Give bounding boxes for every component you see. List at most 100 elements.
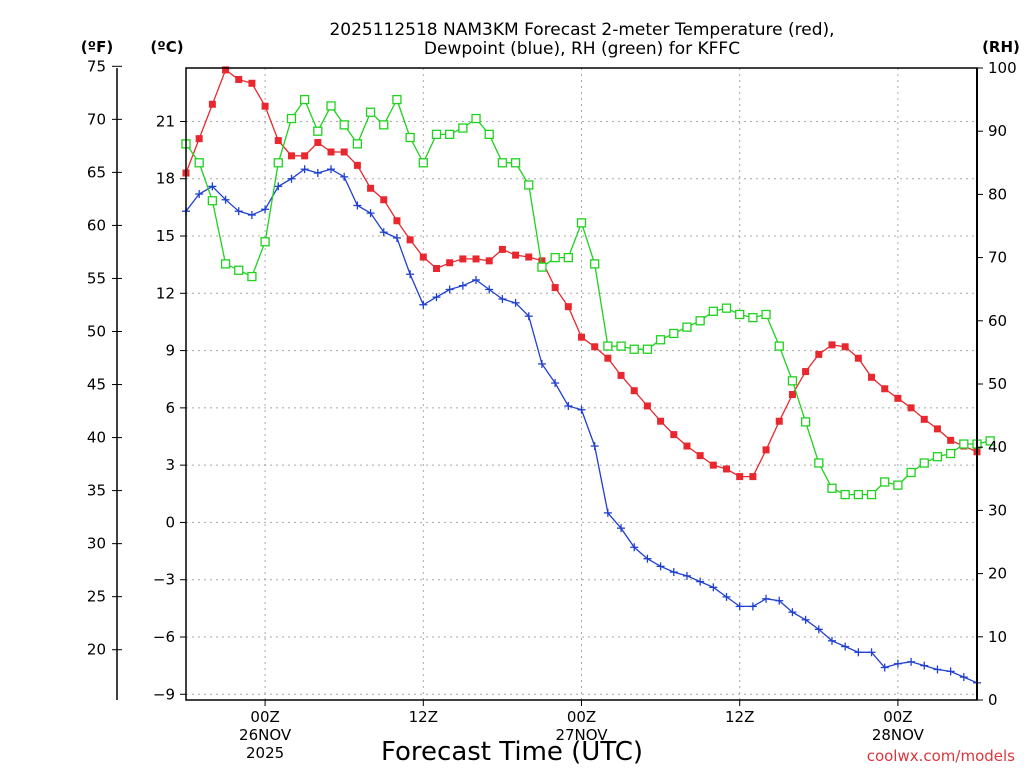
series-point	[616, 341, 626, 351]
series-point	[906, 467, 916, 478]
series-point	[299, 94, 310, 105]
x-tick-label: 12Z	[409, 708, 438, 726]
fahrenheit-unit-label: (ºF)	[81, 38, 113, 56]
series-point	[576, 218, 587, 228]
series-point	[722, 592, 731, 601]
series-point	[735, 602, 744, 611]
series-point	[365, 107, 376, 117]
series-point	[564, 303, 572, 311]
series-point	[300, 165, 309, 174]
series-point	[841, 642, 850, 651]
series-point	[498, 245, 506, 253]
series-point	[353, 161, 361, 169]
series-point	[853, 489, 863, 500]
celsius-tick-label: 18	[156, 170, 175, 188]
series-point	[854, 648, 863, 657]
series-point	[643, 402, 651, 410]
series-0	[182, 66, 981, 481]
series-point	[274, 137, 282, 145]
chart-title-line2: Dewpoint (blue), RH (green) for KFFC	[424, 39, 740, 59]
series-point	[683, 442, 691, 450]
series-point	[682, 571, 691, 580]
rh-tick-label: 100	[988, 59, 1017, 77]
celsius-tick-label: −9	[153, 685, 175, 703]
series-point	[392, 233, 401, 242]
series-point	[643, 554, 652, 563]
series-point	[669, 328, 679, 339]
series-point	[604, 354, 612, 362]
series-point	[800, 417, 811, 427]
series-point	[868, 373, 876, 381]
series-point	[406, 270, 415, 279]
series-point	[787, 376, 798, 386]
series-point	[630, 387, 638, 395]
series-point	[748, 602, 757, 611]
series-point	[208, 100, 216, 108]
series-point	[220, 259, 231, 269]
fahrenheit-tick-label: 40	[87, 429, 106, 447]
fahrenheit-tick-label: 30	[87, 535, 106, 553]
rh-tick-label: 20	[988, 565, 1007, 583]
series-point	[195, 135, 203, 143]
series-point	[563, 252, 573, 263]
series-point	[287, 152, 295, 160]
series-point	[340, 172, 349, 181]
series-point	[603, 341, 613, 351]
series-point	[551, 379, 560, 388]
series-point	[709, 583, 718, 592]
series-point	[537, 359, 546, 368]
series-point	[617, 371, 625, 379]
series-point	[207, 196, 218, 206]
series-point	[828, 341, 836, 349]
series-point	[446, 259, 454, 267]
series-point	[222, 66, 230, 74]
series-point	[920, 661, 929, 670]
series-point	[656, 562, 665, 571]
grid-lines	[186, 68, 977, 700]
series-point	[525, 253, 533, 261]
series-point	[287, 174, 296, 183]
series-point	[432, 293, 441, 302]
axis-layer: 211815129630−3−6−97570656055504540353025…	[87, 57, 1017, 762]
fahrenheit-tick-label: 25	[87, 588, 106, 606]
fahrenheit-tick-label: 20	[87, 641, 106, 659]
series-point	[814, 625, 823, 634]
x-tick-label: 00Z	[250, 708, 279, 726]
series-point	[286, 113, 297, 124]
series-point	[788, 608, 797, 617]
series-point	[248, 79, 256, 87]
fahrenheit-tick-label: 60	[87, 216, 106, 234]
series-point	[669, 568, 678, 577]
rh-tick-label: 50	[988, 375, 1007, 393]
series-point	[959, 439, 969, 449]
series-point	[682, 322, 692, 332]
series-line	[185, 168, 978, 684]
fahrenheit-tick-label: 45	[87, 376, 106, 394]
series-point	[367, 184, 375, 192]
series-point	[629, 344, 639, 354]
series-point	[959, 673, 968, 682]
series-point	[880, 477, 890, 487]
series-point	[261, 102, 269, 110]
series-point	[617, 524, 626, 533]
series-point	[260, 237, 270, 247]
series-point	[432, 264, 440, 272]
series-point	[775, 417, 783, 425]
series-point	[340, 148, 348, 156]
series-point	[472, 275, 481, 284]
series-point	[947, 436, 955, 444]
celsius-tick-label: 21	[156, 112, 175, 130]
celsius-tick-label: 0	[165, 513, 175, 531]
celsius-tick-label: 12	[156, 284, 175, 302]
celsius-unit-label: (ºC)	[150, 38, 183, 56]
series-point	[485, 285, 494, 294]
series-point	[775, 596, 784, 605]
x-tick-label: 2025	[246, 744, 284, 762]
celsius-tick-label: 6	[165, 399, 175, 417]
series-point	[695, 316, 705, 326]
series-point	[208, 182, 217, 191]
rh-tick-label: 10	[988, 628, 1007, 646]
series-2	[181, 94, 995, 500]
rh-tick-label: 70	[988, 249, 1007, 267]
series-point	[419, 300, 428, 309]
